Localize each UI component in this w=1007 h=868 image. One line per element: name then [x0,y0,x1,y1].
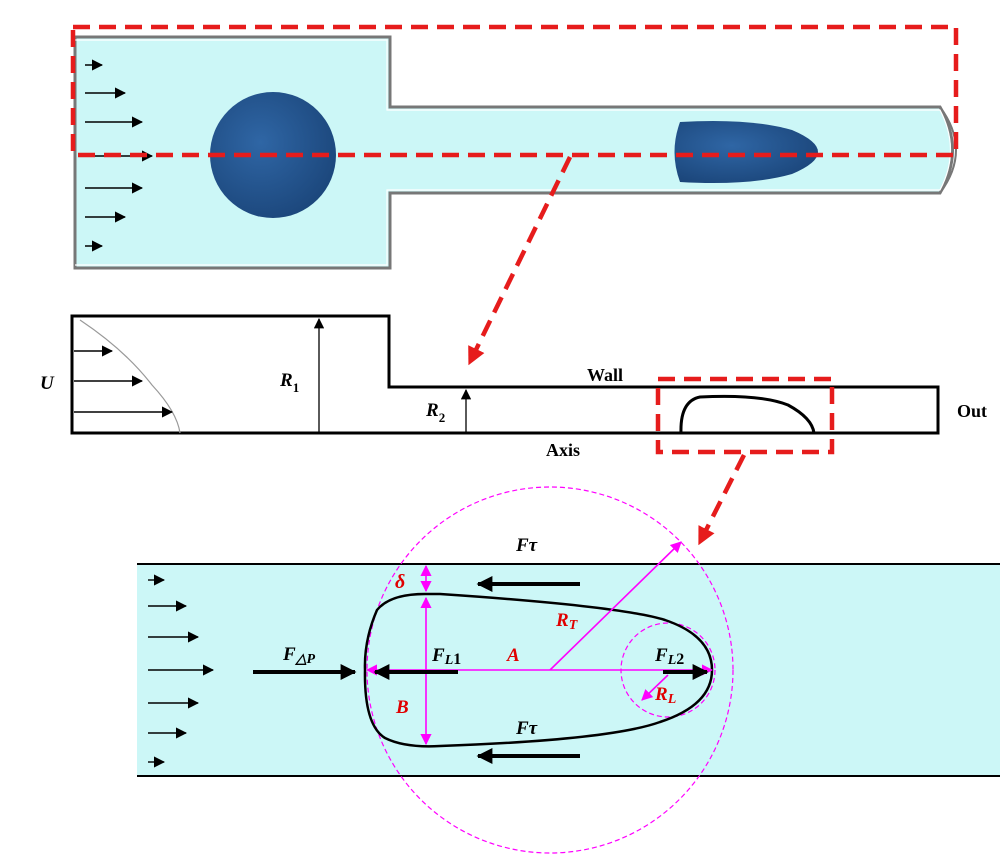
cell-2d-profile [681,396,814,433]
label-delta: δ [395,571,405,593]
label-B: B [395,697,409,718]
label-R1: R1 [279,370,299,395]
velocity-profile-curve [80,320,180,433]
label-wall: Wall [587,365,623,385]
label-out: Out [957,401,987,421]
zoom-arrow-2 [700,455,744,542]
label-R2: R2 [425,400,445,425]
channel-3d-panel [73,27,956,268]
channel-fluid [75,37,953,268]
label-A: A [506,645,520,666]
label-U: U [40,373,55,394]
force-detail-panel: Fτ Fτ δ RT F△P FL1 A FL2 RL B [137,487,1000,853]
label-axis: Axis [546,440,580,460]
profile-arrows [74,351,172,412]
axisymmetric-panel: U R1 R2 Wall Axis Out [40,316,987,460]
label-F-tau-bottom: Fτ [515,718,538,739]
channel-2d-outline [72,316,938,433]
label-F-tau-top: Fτ [515,535,538,556]
zoom-region-box-2d [658,379,832,452]
